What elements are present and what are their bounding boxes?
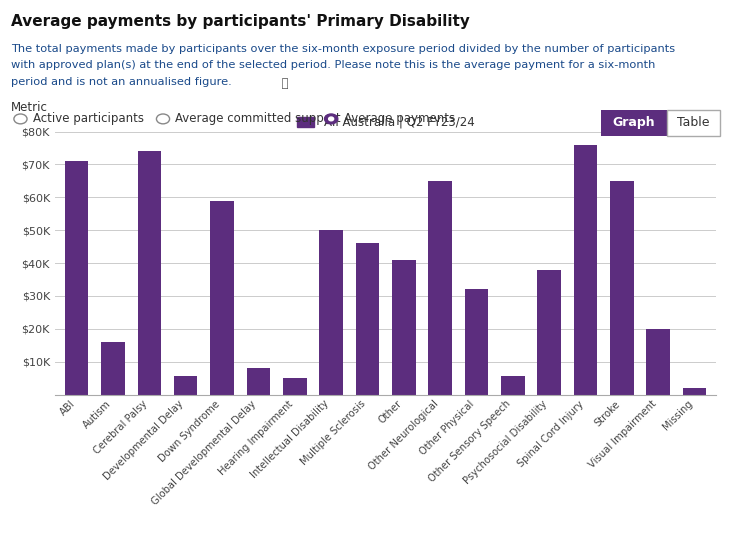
Bar [537,270,561,395]
Bar [428,181,452,395]
Bar [211,201,234,395]
Text: Metric: Metric [11,101,48,115]
Bar [101,342,125,395]
Text: ⓘ: ⓘ [274,77,289,90]
Text: with approved plan(s) at the end of the selected period. Please note this is the: with approved plan(s) at the end of the … [11,60,655,70]
Text: Average committed support: Average committed support [175,112,341,125]
Legend: All Australia | Q2 FY23/24: All Australia | Q2 FY23/24 [292,111,480,134]
Bar [355,243,379,395]
Text: Active participants: Active participants [33,112,144,125]
Bar [65,161,88,395]
Bar [319,230,343,395]
Text: Graph: Graph [613,116,655,129]
Text: Table: Table [677,116,709,129]
Bar [574,145,597,395]
Bar [137,151,161,395]
Bar [683,388,706,395]
Bar [174,376,197,395]
Text: period and is not an annualised figure.: period and is not an annualised figure. [11,77,232,87]
Text: The total payments made by participants over the six-month exposure period divid: The total payments made by participants … [11,44,675,54]
Text: Average payments: Average payments [344,112,455,125]
Bar [610,181,634,395]
Bar [465,289,488,395]
Bar [646,329,670,395]
Bar [392,260,416,395]
Bar [283,378,306,395]
Bar [246,368,270,395]
Text: Average payments by participants' Primary Disability: Average payments by participants' Primar… [11,14,470,28]
Bar [501,376,525,395]
